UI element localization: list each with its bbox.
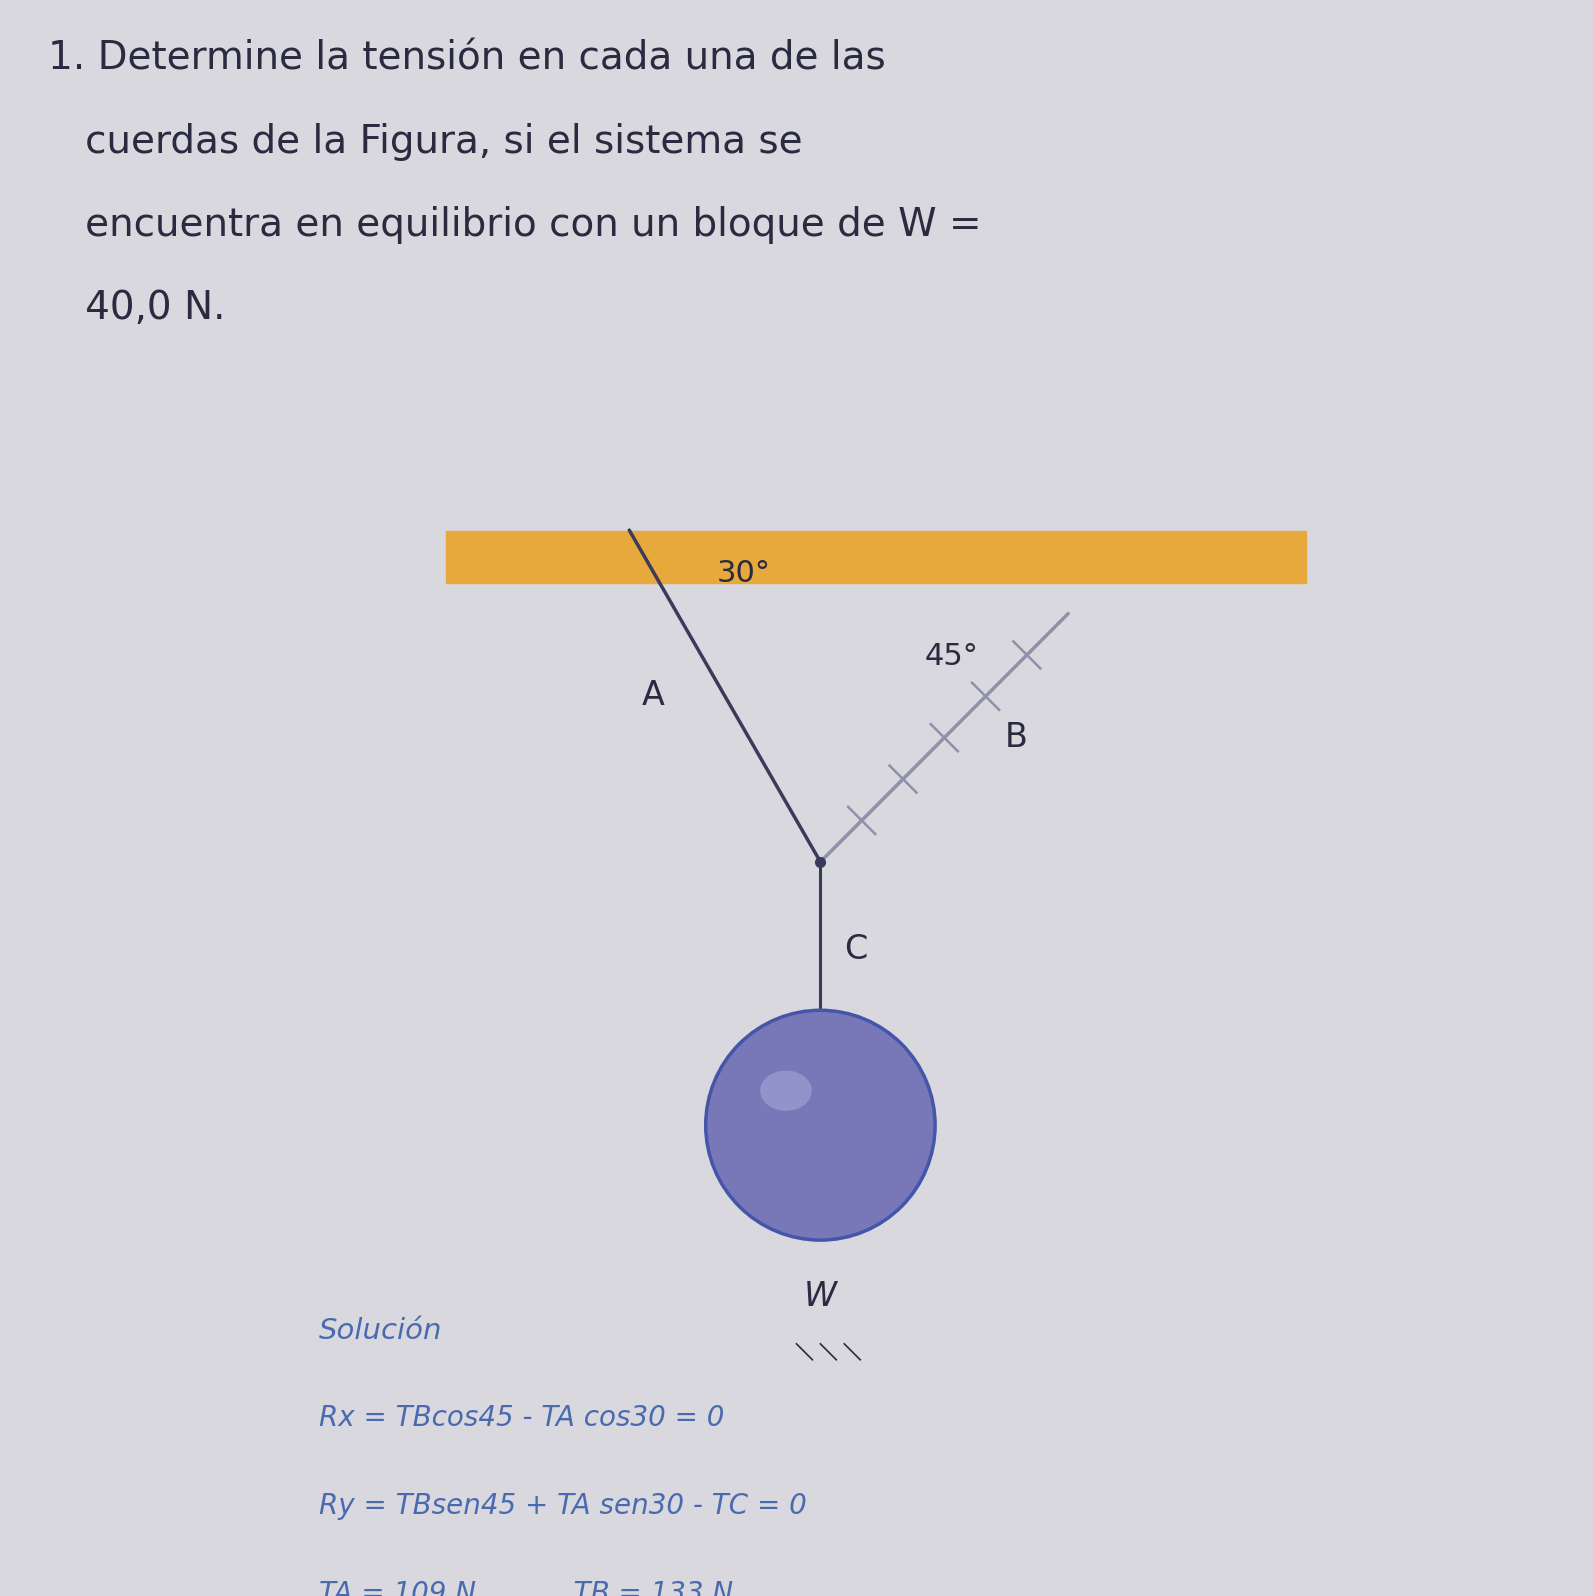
Text: 40,0 N.: 40,0 N. [48, 289, 225, 327]
Text: 30°: 30° [717, 559, 771, 587]
Text: 1. Determine la tensión en cada una de las: 1. Determine la tensión en cada una de l… [48, 40, 886, 78]
Text: 45°: 45° [926, 642, 978, 672]
Text: Solución: Solución [319, 1317, 443, 1345]
Ellipse shape [760, 1071, 812, 1111]
Text: W: W [804, 1280, 836, 1314]
Ellipse shape [706, 1010, 935, 1240]
Text: A: A [642, 680, 664, 712]
Text: B: B [1005, 721, 1027, 755]
Text: C: C [844, 934, 867, 966]
Bar [446, 531, 1306, 583]
Text: Rx = TBcos45 - TA cos30 = 0: Rx = TBcos45 - TA cos30 = 0 [319, 1404, 723, 1433]
Text: encuentra en equilibrio con un bloque de W =: encuentra en equilibrio con un bloque de… [48, 206, 981, 244]
Text: Ry = TBsen45 + TA sen30 - TC = 0: Ry = TBsen45 + TA sen30 - TC = 0 [319, 1492, 806, 1521]
Text: TA = 109 N           TB = 133 N: TA = 109 N TB = 133 N [319, 1580, 733, 1596]
Text: cuerdas de la Figura, si el sistema se: cuerdas de la Figura, si el sistema se [48, 123, 803, 161]
